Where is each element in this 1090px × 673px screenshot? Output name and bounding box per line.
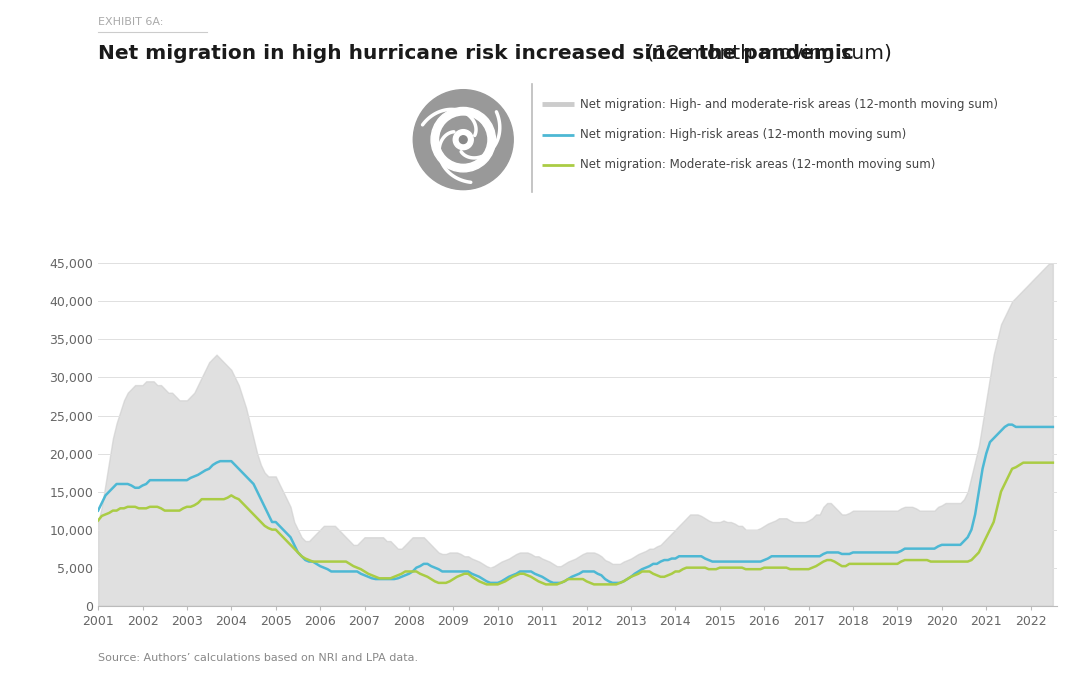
Text: (12-month moving sum): (12-month moving sum) [640, 44, 892, 63]
Text: Source: Authors’ calculations based on NRI and LPA data.: Source: Authors’ calculations based on N… [98, 653, 419, 663]
Circle shape [459, 136, 468, 143]
Text: Net migration in high hurricane risk increased since the pandemic: Net migration in high hurricane risk inc… [98, 44, 853, 63]
Circle shape [453, 130, 473, 149]
Text: Net migration: Moderate-risk areas (12-month moving sum): Net migration: Moderate-risk areas (12-m… [580, 158, 935, 172]
Circle shape [413, 90, 513, 190]
Text: Net migration: High-risk areas (12-month moving sum): Net migration: High-risk areas (12-month… [580, 128, 906, 141]
Text: Net migration: High- and moderate-risk areas (12-month moving sum): Net migration: High- and moderate-risk a… [580, 98, 997, 111]
Circle shape [440, 116, 486, 163]
Text: EXHIBIT 6A:: EXHIBIT 6A: [98, 17, 164, 27]
Circle shape [431, 108, 496, 172]
